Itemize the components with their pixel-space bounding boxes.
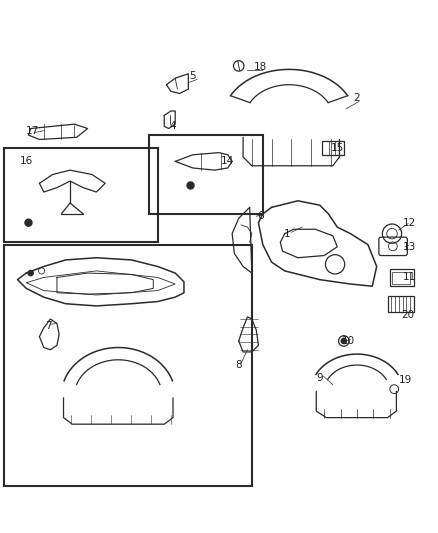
- Text: 17: 17: [26, 126, 39, 136]
- Text: 7: 7: [45, 321, 52, 330]
- Circle shape: [28, 270, 33, 276]
- Bar: [322, 141, 344, 155]
- Bar: [392, 272, 410, 284]
- Text: 14: 14: [221, 156, 234, 166]
- Bar: [4, 245, 252, 486]
- Text: 5: 5: [189, 71, 196, 81]
- Text: 18: 18: [254, 62, 267, 72]
- Bar: [4, 148, 158, 243]
- Text: 2: 2: [353, 93, 360, 103]
- Bar: [388, 296, 414, 312]
- Text: 16: 16: [20, 156, 33, 166]
- Text: 10: 10: [342, 336, 355, 346]
- Circle shape: [341, 338, 346, 344]
- Bar: [149, 135, 263, 214]
- Text: 15: 15: [331, 143, 344, 154]
- Text: 13: 13: [403, 242, 416, 252]
- Text: 19: 19: [399, 375, 412, 385]
- Text: 20: 20: [401, 310, 414, 320]
- Text: 8: 8: [235, 360, 242, 370]
- Text: 6: 6: [257, 211, 264, 221]
- Text: 9: 9: [316, 373, 323, 383]
- Text: 1: 1: [283, 229, 290, 239]
- Bar: [390, 269, 414, 286]
- Text: 11: 11: [403, 272, 416, 282]
- Text: 4: 4: [170, 122, 177, 131]
- Circle shape: [25, 219, 32, 226]
- Text: 12: 12: [403, 217, 416, 228]
- Circle shape: [187, 182, 194, 189]
